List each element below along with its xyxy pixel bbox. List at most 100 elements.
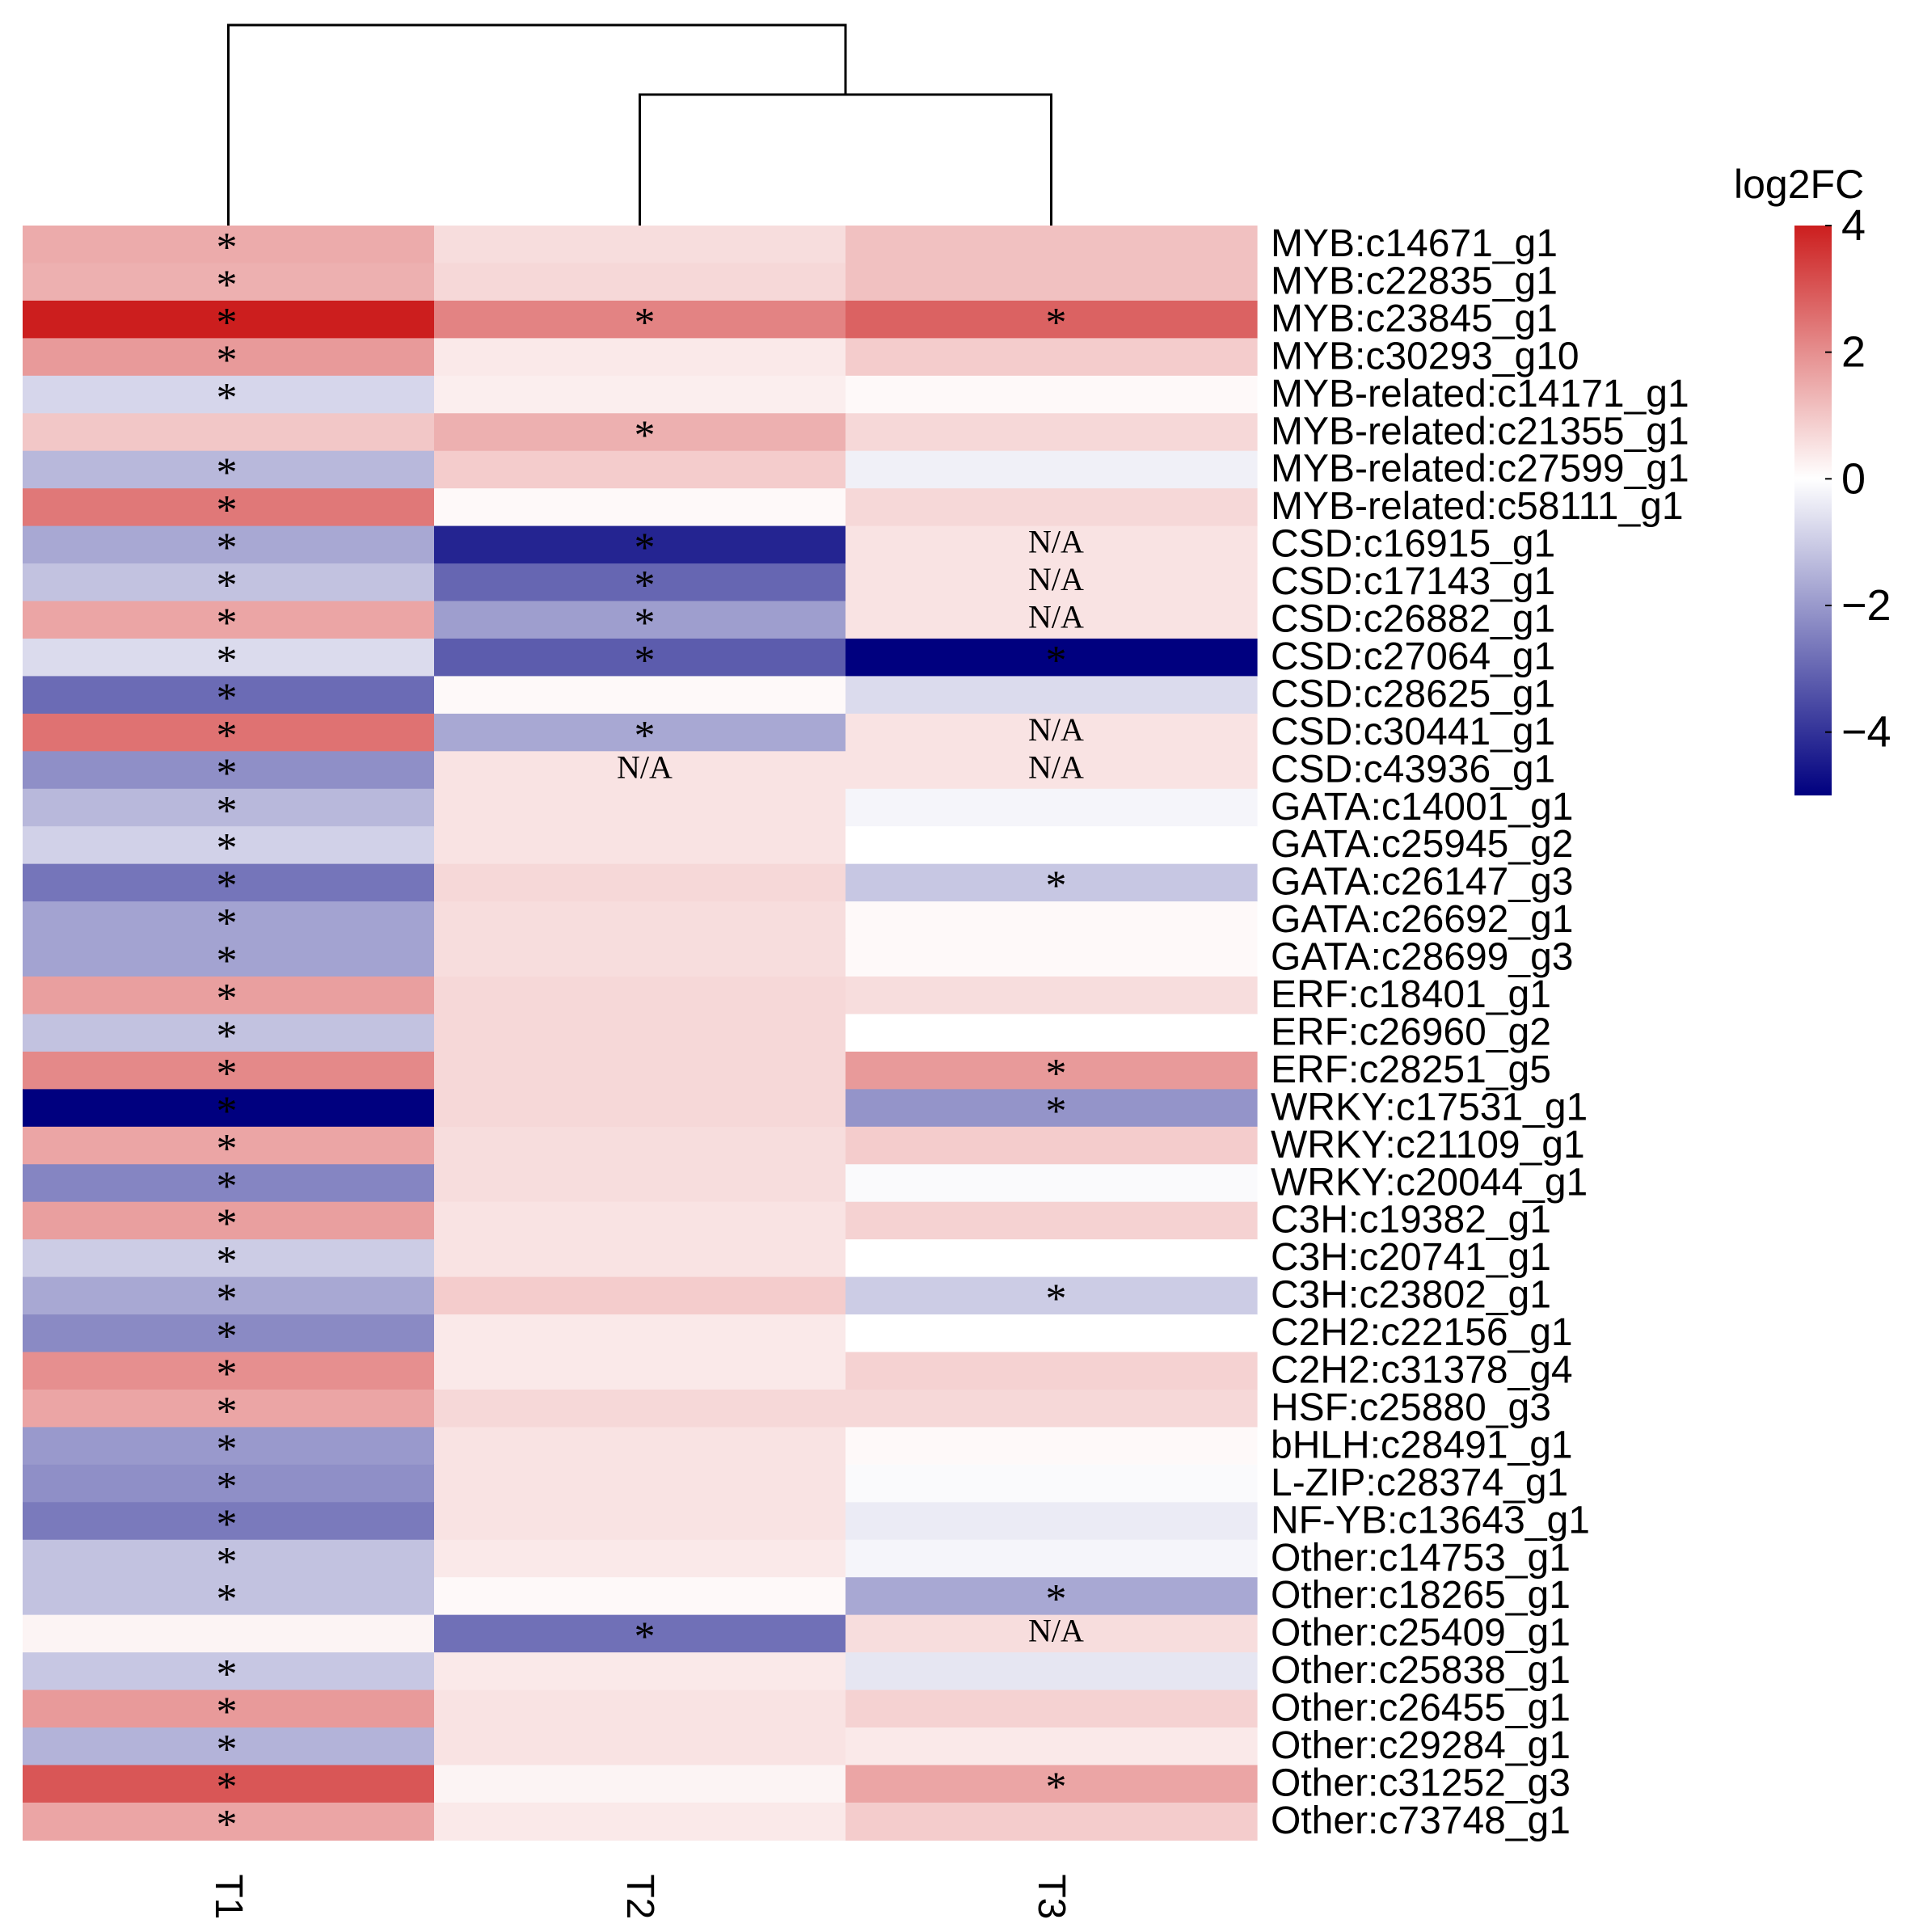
heatmap-cell xyxy=(434,713,846,752)
row-label: MYB:c14671_g1 xyxy=(1271,222,1558,265)
significance-star: * xyxy=(217,337,238,383)
heatmap-cell xyxy=(434,413,846,452)
color-legend: log2FC 4 2 0 −2 −4 xyxy=(1734,162,1891,795)
row-label: NF-YB:c13643_g1 xyxy=(1271,1499,1590,1542)
heatmap-cell xyxy=(434,1614,846,1653)
heatmap-cell xyxy=(846,1727,1258,1766)
heatmap-cell xyxy=(23,1352,435,1390)
significance-star: * xyxy=(217,713,238,759)
heatmap-cell xyxy=(23,1389,435,1428)
heatmap-cell xyxy=(846,901,1258,940)
heatmap-cell xyxy=(23,563,435,602)
row-label: bHLH:c28491_g1 xyxy=(1271,1424,1573,1466)
row-labels: MYB:c14671_g1MYB:c22835_g1MYB:c23845_g1M… xyxy=(1271,222,1689,1842)
heatmap-cell xyxy=(23,525,435,564)
heatmap-cell xyxy=(23,450,435,489)
row-label: Other:c18265_g1 xyxy=(1271,1574,1571,1617)
row-label: ERF:c18401_g1 xyxy=(1271,973,1551,1016)
significance-star: * xyxy=(217,1501,238,1547)
heatmap-cell xyxy=(846,1539,1258,1578)
heatmap-cell xyxy=(434,863,846,902)
heatmap-cell xyxy=(23,788,435,827)
heatmap-cell xyxy=(23,901,435,940)
significance-star: * xyxy=(217,1238,238,1284)
heatmap-cell xyxy=(434,1389,846,1428)
significance-star: * xyxy=(1046,1576,1067,1622)
heatmap-cell xyxy=(23,1089,435,1128)
heatmap-cell xyxy=(846,1577,1258,1616)
na-label: N/A xyxy=(617,749,673,785)
significance-star: * xyxy=(217,1013,238,1059)
significance-star: * xyxy=(217,1088,238,1134)
heatmap-cell xyxy=(846,751,1258,790)
row-label: Other:c14753_g1 xyxy=(1271,1537,1571,1580)
heatmap-cell xyxy=(23,1689,435,1728)
heatmap-cell xyxy=(434,1765,846,1803)
row-label: ERF:c26960_g2 xyxy=(1271,1010,1551,1053)
column-dendrogram xyxy=(227,23,1052,226)
heatmap-cell xyxy=(846,563,1258,602)
heatmap-cell xyxy=(23,1164,435,1203)
heatmap-cell xyxy=(846,1765,1258,1803)
heatmap-cell xyxy=(23,601,435,639)
heatmap-cell xyxy=(434,1802,846,1841)
significance-marks: *** * ******* * N/A* * N/A* * N/A* * *** * N/A* N/A N/… xyxy=(217,225,1085,1848)
heatmap-cell xyxy=(846,300,1258,339)
heatmap-cell xyxy=(23,676,435,715)
significance-star: * xyxy=(217,225,238,271)
significance-star: * xyxy=(217,825,238,871)
heatmap-cell xyxy=(434,263,846,302)
heatmap-cell xyxy=(434,1464,846,1503)
heatmap-cell xyxy=(846,676,1258,715)
heatmap-cell xyxy=(846,1201,1258,1240)
na-label: N/A xyxy=(1028,711,1084,748)
heatmap-cell xyxy=(846,1051,1258,1090)
heatmap-cell xyxy=(434,826,846,865)
significance-star: * xyxy=(1046,1276,1067,1322)
significance-star: * xyxy=(217,1464,238,1510)
significance-star: * xyxy=(217,1389,238,1435)
significance-star: * xyxy=(1046,1088,1067,1134)
legend-tick-label: −2 xyxy=(1841,581,1891,630)
heatmap-cell xyxy=(23,977,435,1015)
significance-star: * xyxy=(635,412,656,458)
heatmap-cell xyxy=(23,226,435,264)
row-label: MYB:c30293_g10 xyxy=(1271,335,1579,378)
legend-ticks: 4 2 0 −2 −4 xyxy=(1825,201,1891,757)
row-label: CSD:c43936_g1 xyxy=(1271,748,1555,791)
heatmap-cell xyxy=(23,1765,435,1803)
significance-star: * xyxy=(217,450,238,496)
row-label: C3H:c19382_g1 xyxy=(1271,1199,1551,1242)
significance-star: * xyxy=(217,976,238,1022)
row-label: Other:c26455_g1 xyxy=(1271,1687,1571,1730)
heatmap-cell xyxy=(23,713,435,752)
significance-star: * xyxy=(635,713,656,759)
heatmap-cell xyxy=(434,1314,846,1353)
heatmap-cell xyxy=(846,226,1258,264)
heatmap-cell xyxy=(434,1276,846,1315)
row-label: Other:c25409_g1 xyxy=(1271,1612,1571,1655)
heatmap-cell xyxy=(434,751,846,790)
row-label: C2H2:c22156_g1 xyxy=(1271,1311,1573,1354)
significance-star: * xyxy=(217,1126,238,1172)
heatmap-cell xyxy=(23,263,435,302)
heatmap-cell xyxy=(434,901,846,940)
significance-star: * xyxy=(217,601,238,647)
row-label: Other:c25838_g1 xyxy=(1271,1649,1571,1692)
row-label: CSD:c28625_g1 xyxy=(1271,673,1555,715)
significance-star: * xyxy=(1046,1051,1067,1097)
heatmap-cell xyxy=(846,263,1258,302)
row-label: Other:c73748_g1 xyxy=(1271,1799,1571,1842)
heatmap-cell xyxy=(23,1502,435,1541)
heatmap-cell xyxy=(846,939,1258,977)
significance-star: * xyxy=(217,1727,238,1773)
significance-star: * xyxy=(217,1352,238,1398)
heatmap-cell xyxy=(846,1089,1258,1128)
heatmap-cell xyxy=(434,525,846,564)
heatmap-cell xyxy=(23,413,435,452)
row-label: MYB-related:c14171_g1 xyxy=(1271,373,1689,416)
row-label: HSF:c25880_g3 xyxy=(1271,1386,1551,1429)
heatmap-cell xyxy=(23,1276,435,1315)
significance-star: * xyxy=(217,1576,238,1622)
heatmap-cell xyxy=(23,1464,435,1503)
